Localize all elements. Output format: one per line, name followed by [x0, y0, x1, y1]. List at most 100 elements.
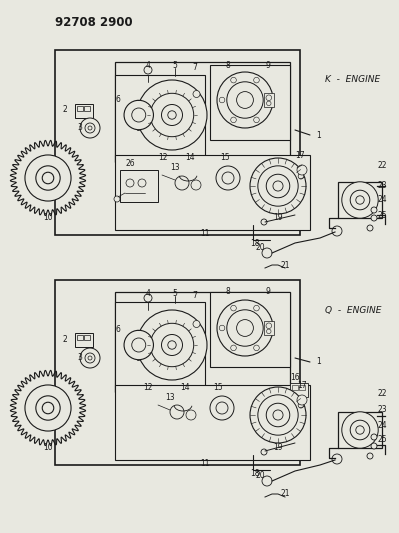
Circle shape [267, 101, 271, 106]
Circle shape [219, 325, 225, 331]
Text: 13: 13 [165, 393, 175, 402]
Bar [77, 106, 83, 111]
Text: 19: 19 [273, 214, 282, 222]
Bar [120, 170, 158, 202]
Circle shape [186, 410, 196, 420]
Text: 8: 8 [225, 287, 230, 296]
Circle shape [262, 248, 272, 258]
Circle shape [298, 173, 304, 179]
Text: 5: 5 [172, 288, 178, 297]
Circle shape [144, 294, 152, 302]
Circle shape [254, 77, 259, 83]
Circle shape [124, 100, 154, 130]
Text: 2: 2 [62, 106, 67, 115]
Circle shape [371, 434, 377, 440]
Circle shape [88, 356, 92, 360]
Bar [77, 335, 83, 340]
Circle shape [250, 158, 306, 214]
Text: 13: 13 [170, 163, 180, 172]
Text: 1: 1 [316, 131, 321, 140]
Circle shape [254, 345, 259, 351]
Bar [210, 65, 290, 140]
Circle shape [168, 111, 176, 119]
Bar [55, 50, 300, 235]
Circle shape [237, 320, 253, 336]
Circle shape [297, 165, 307, 175]
Circle shape [227, 310, 263, 346]
Text: 20: 20 [255, 472, 265, 481]
Circle shape [332, 226, 342, 236]
Text: 92708 2900: 92708 2900 [55, 15, 132, 28]
Text: 23: 23 [378, 181, 387, 190]
Circle shape [85, 353, 95, 363]
Text: 4: 4 [146, 61, 150, 69]
Circle shape [80, 118, 100, 138]
Text: 20: 20 [255, 244, 265, 253]
Circle shape [231, 345, 236, 351]
Circle shape [132, 108, 146, 122]
Circle shape [371, 443, 377, 449]
Text: 1: 1 [316, 358, 321, 367]
Text: K  -  ENGINE: K - ENGINE [325, 76, 380, 85]
Circle shape [217, 300, 273, 356]
Circle shape [231, 117, 236, 123]
Bar [264, 321, 274, 335]
Text: 7: 7 [193, 292, 198, 301]
Circle shape [227, 82, 263, 118]
Text: 12: 12 [158, 154, 168, 163]
Text: 9: 9 [266, 61, 271, 69]
Bar [84, 335, 90, 340]
Text: 3: 3 [77, 123, 82, 132]
Circle shape [175, 176, 189, 190]
Circle shape [132, 338, 146, 352]
Text: 5: 5 [172, 61, 178, 69]
Bar [75, 333, 93, 347]
Circle shape [356, 196, 364, 204]
Text: 15: 15 [213, 384, 223, 392]
Circle shape [216, 166, 240, 190]
Circle shape [216, 402, 228, 414]
Circle shape [266, 403, 290, 427]
Bar [338, 182, 382, 218]
Text: 17: 17 [295, 150, 305, 159]
Bar [264, 93, 274, 107]
Bar [55, 280, 300, 465]
Circle shape [273, 181, 283, 191]
Circle shape [193, 320, 200, 327]
Text: 2: 2 [62, 335, 67, 343]
Circle shape [150, 93, 194, 136]
Circle shape [25, 385, 71, 431]
Circle shape [85, 123, 95, 133]
Circle shape [170, 405, 184, 419]
Circle shape [144, 66, 152, 74]
Text: 3: 3 [77, 352, 82, 361]
Circle shape [350, 190, 370, 210]
Circle shape [266, 323, 272, 328]
Text: 22: 22 [378, 389, 387, 398]
Bar [338, 412, 382, 448]
Text: 9: 9 [266, 287, 271, 296]
Circle shape [250, 387, 306, 443]
Circle shape [138, 179, 146, 187]
Circle shape [261, 449, 267, 455]
Text: 10: 10 [43, 443, 53, 453]
Circle shape [332, 454, 342, 464]
Circle shape [350, 420, 370, 440]
Circle shape [265, 325, 271, 331]
Circle shape [254, 305, 259, 311]
Text: 18: 18 [250, 238, 260, 247]
Circle shape [266, 95, 272, 101]
Text: 14: 14 [180, 384, 190, 392]
Text: 24: 24 [378, 421, 387, 430]
Text: 8: 8 [225, 61, 230, 69]
Circle shape [162, 335, 182, 356]
Circle shape [137, 80, 207, 150]
Bar [115, 75, 205, 162]
Text: 12: 12 [143, 384, 153, 392]
Circle shape [258, 395, 298, 435]
Circle shape [273, 410, 283, 420]
Circle shape [371, 207, 377, 213]
Text: 10: 10 [43, 214, 53, 222]
Text: 17: 17 [297, 381, 307, 390]
Text: 25: 25 [378, 435, 387, 445]
